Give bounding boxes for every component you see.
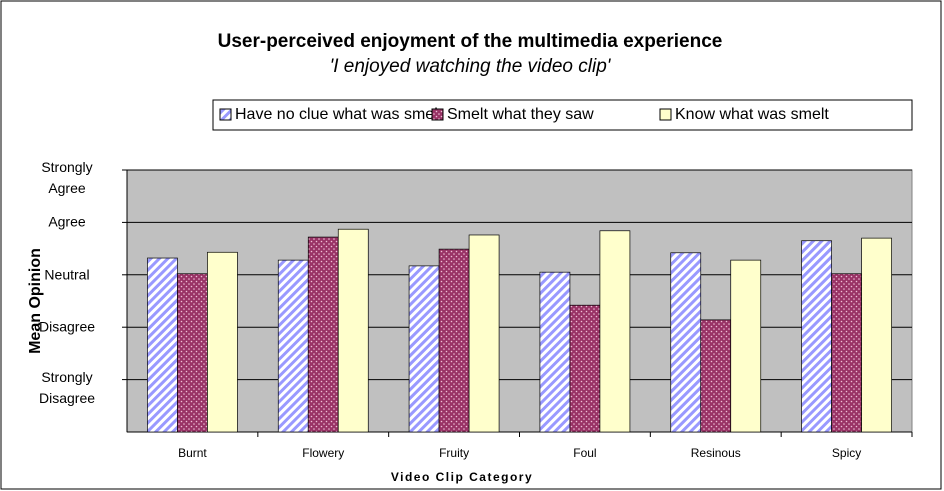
legend-label: Have no clue what was smelt — [235, 106, 443, 123]
bar — [539, 271, 571, 433]
bar — [599, 230, 631, 433]
bar — [408, 265, 440, 433]
legend-box — [212, 99, 913, 131]
y-tick-label: Strongly Disagree — [38, 368, 96, 406]
x-tick-label: Fruity — [439, 446, 469, 460]
y-tick-label: Disagree — [38, 318, 96, 335]
bar — [861, 237, 892, 433]
bar — [801, 240, 832, 433]
y-tick-label: Neutral — [44, 266, 90, 283]
y-tick-label: Strongly Agree — [41, 159, 93, 196]
bar — [569, 304, 601, 433]
bar — [831, 273, 862, 433]
legend-label: Smelt what they saw — [447, 106, 594, 123]
bar — [277, 259, 309, 433]
x-tick-label: Burnt — [178, 446, 207, 460]
legend-swatch — [659, 108, 672, 121]
legend-label: Know what was smelt — [675, 106, 829, 123]
plot-area — [126, 169, 913, 433]
bar — [147, 257, 178, 433]
chart-title: User-perceived enjoyment of the multimed… — [218, 31, 723, 52]
y-tick-label: Agree — [48, 213, 86, 230]
y-axis-title: Mean Opinion — [27, 248, 44, 354]
bar — [670, 252, 702, 433]
x-axis-title: Video Clip Category — [391, 470, 533, 484]
bar — [177, 273, 208, 433]
x-tick-label: Resinous — [691, 446, 741, 460]
bar — [468, 234, 500, 433]
bar — [700, 319, 732, 433]
chart-subtitle: 'I enjoyed watching the video clip' — [330, 56, 612, 77]
x-tick-label: Spicy — [832, 446, 861, 460]
bar — [207, 251, 238, 433]
bar — [730, 259, 762, 433]
legend-swatch — [431, 108, 444, 121]
bar — [337, 228, 369, 433]
legend-swatch — [219, 108, 232, 121]
x-tick-label: Foul — [573, 446, 596, 460]
bar — [438, 248, 470, 433]
x-tick-label: Flowery — [302, 446, 344, 460]
bar — [307, 236, 339, 433]
